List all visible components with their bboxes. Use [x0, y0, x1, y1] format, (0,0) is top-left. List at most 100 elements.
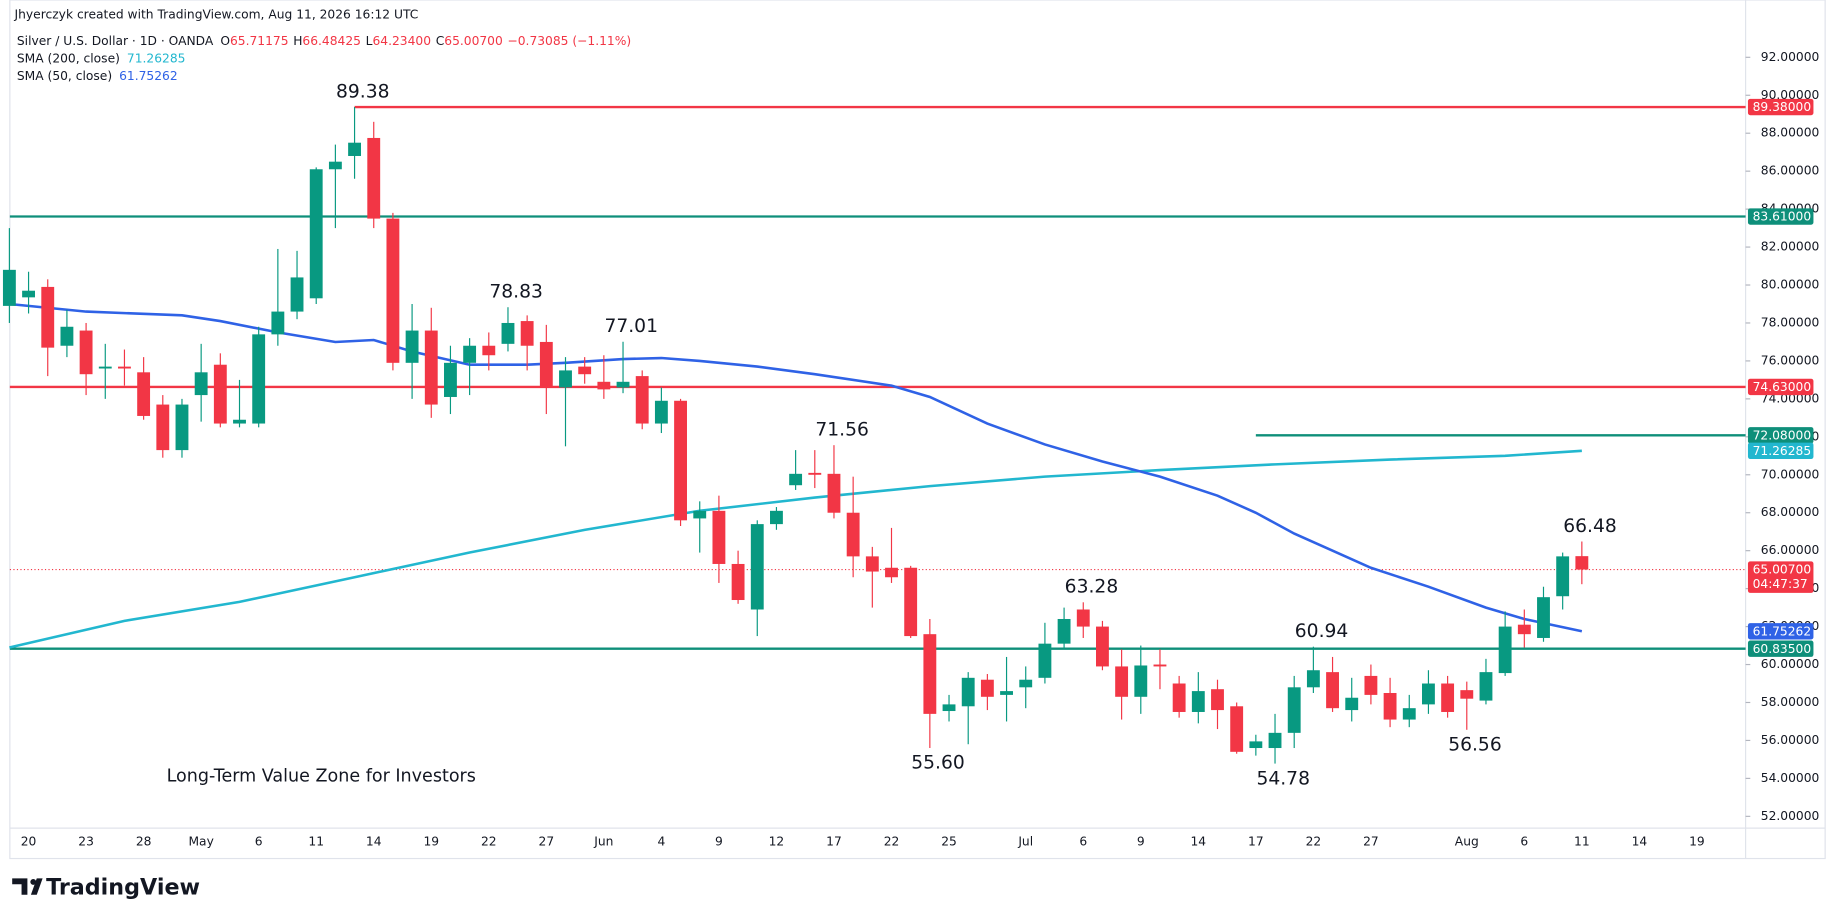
sma-tag-bg — [1747, 623, 1814, 640]
x-tick-label: 22 — [1306, 835, 1322, 849]
x-tick-label: 6 — [1079, 835, 1087, 849]
candle-body — [98, 366, 112, 369]
x-tick-label: 23 — [78, 835, 94, 849]
candle-body — [1076, 609, 1090, 627]
candle-body — [41, 286, 55, 348]
x-tick-label: 27 — [539, 835, 555, 849]
candle-body — [539, 341, 553, 388]
candle-body — [923, 634, 937, 714]
x-tick-label: 28 — [136, 835, 152, 849]
level-tag-bg — [1747, 640, 1814, 657]
y-tick-label: 60.00000 — [1761, 657, 1820, 671]
level-tag-bg — [1747, 378, 1814, 396]
y-tick-label: 66.00000 — [1761, 543, 1820, 557]
x-tick-label: 11 — [308, 835, 324, 849]
candle-body — [1306, 670, 1320, 688]
candle-body — [1402, 708, 1416, 720]
ohlc-key: C — [436, 33, 445, 47]
candle-body — [1345, 697, 1359, 711]
candle-body — [309, 169, 323, 299]
candle-body — [1230, 706, 1244, 752]
y-tick-label: 58.00000 — [1761, 695, 1820, 709]
candle-body — [1268, 732, 1282, 749]
candle-body — [1211, 689, 1224, 711]
candle-body — [290, 277, 304, 312]
x-tick-label: 14 — [366, 835, 382, 849]
candle-body — [367, 137, 381, 219]
level-tag-bg — [1747, 427, 1814, 444]
candle-body — [1115, 666, 1129, 697]
candle-body — [233, 419, 246, 424]
candle-body — [501, 322, 515, 344]
sma-line — [9, 449, 1582, 649]
candle-body — [156, 404, 170, 451]
brand-icon — [12, 878, 43, 895]
level-tag-bg — [1747, 208, 1814, 225]
indicator-value: 61.75262 — [119, 69, 178, 83]
x-tick-label: 19 — [423, 835, 439, 849]
candle-body — [712, 510, 726, 564]
candle-body — [865, 556, 879, 572]
candle-body — [1249, 741, 1263, 749]
candle-body — [1498, 626, 1512, 674]
level-tag: 60.83500 — [1753, 642, 1812, 656]
x-tick-label: 11 — [1574, 835, 1590, 849]
level-tag-bg — [1747, 98, 1814, 116]
candle-body — [348, 142, 361, 156]
indicator-value: 71.26285 — [127, 51, 186, 65]
sma-tag: 71.26285 — [1753, 444, 1812, 458]
candle-body — [885, 567, 898, 578]
candle-body — [980, 679, 994, 697]
candle-body — [1000, 691, 1013, 695]
candle-body — [1537, 597, 1550, 638]
price-annotation: 89.38 — [336, 81, 390, 102]
candle-body — [271, 311, 285, 335]
candle-body — [194, 372, 208, 396]
x-tick-label: 9 — [1137, 835, 1145, 849]
last-price-tag-bg — [1747, 561, 1814, 593]
candle-body — [808, 472, 822, 475]
candle-body — [1287, 687, 1301, 733]
candle-body — [1517, 624, 1531, 635]
candle-body — [1134, 665, 1148, 697]
indicator-name: SMA (50, close) — [17, 69, 112, 83]
ohlc-key: O — [220, 33, 230, 47]
y-tick-label: 92.00000 — [1761, 50, 1820, 64]
x-tick-label: 14 — [1191, 835, 1207, 849]
candle-body — [463, 345, 477, 363]
x-tick-label: 4 — [657, 835, 665, 849]
level-tag: 74.63000 — [1753, 380, 1812, 394]
price-annotation: 56.56 — [1448, 735, 1502, 756]
symbol-title: Silver / U.S. Dollar · 1D · OANDA — [17, 33, 214, 47]
x-tick-label: Jun — [593, 835, 613, 849]
last-price-tag: 65.00700 — [1753, 563, 1812, 577]
candle-body — [482, 345, 496, 356]
y-tick-label: 88.00000 — [1761, 126, 1820, 140]
ohlc-key: H — [293, 33, 302, 47]
candle-body — [175, 404, 189, 451]
candle-body — [328, 161, 342, 170]
level-tag: 83.61000 — [1753, 210, 1812, 224]
candle-body — [654, 400, 668, 424]
y-tick-label: 82.00000 — [1761, 240, 1820, 254]
candle-body — [578, 366, 592, 375]
chart-frame — [9, 0, 1826, 860]
candle-body — [1460, 690, 1474, 699]
x-tick-label: 12 — [769, 835, 785, 849]
candle-body — [674, 400, 687, 521]
candle-body — [750, 524, 764, 610]
ohlc-value: 66.48425 — [302, 33, 361, 47]
candle-body — [118, 366, 131, 369]
y-tick-label: 52.00000 — [1761, 809, 1820, 823]
candle-body — [22, 290, 35, 298]
attribution: Jhyerczyk created with TradingView.com, … — [14, 8, 419, 22]
sma-tag-bg — [1747, 442, 1814, 460]
candle-body — [520, 321, 534, 346]
change-value: −0.73085 (−1.11%) — [507, 33, 631, 47]
candle-body — [1364, 675, 1378, 695]
candle-body — [1172, 683, 1186, 712]
candle-body — [904, 567, 918, 637]
candle-body — [635, 376, 649, 424]
candle-body — [1326, 672, 1339, 709]
